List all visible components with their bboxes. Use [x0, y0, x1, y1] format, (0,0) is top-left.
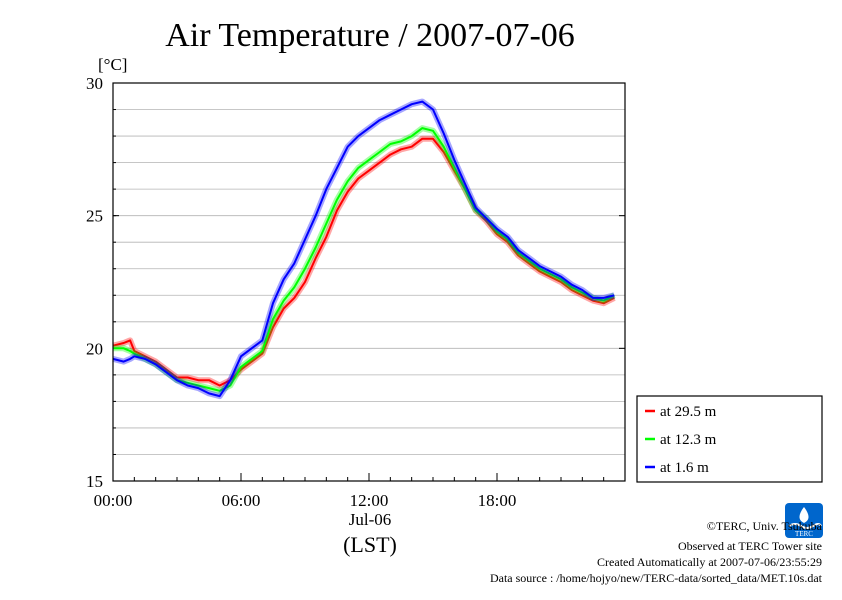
x-tick-label: 18:00 — [478, 491, 517, 510]
created-text: Created Automatically at 2007-07-06/23:5… — [597, 555, 822, 569]
series-line — [112, 98, 616, 400]
legend-label: at 1.6 m — [660, 460, 709, 476]
series-layer — [112, 98, 616, 400]
y-axis-unit-label: [°C] — [98, 55, 127, 74]
y-axis-ticks: 15 20 25 30 — [86, 74, 625, 491]
legend-label: at 29.5 m — [660, 404, 717, 420]
legend-box — [636, 395, 823, 483]
x-unit-label: (LST) — [343, 532, 397, 557]
copyright-text: ©TERC, Univ. Tsukuba — [707, 519, 823, 533]
terc-logo: TERC — [785, 503, 823, 538]
y-tick-label: 30 — [86, 74, 103, 93]
water-drop-icon — [799, 507, 809, 523]
legend: at 29.5 m at 12.3 m at 1.6 m — [636, 395, 823, 483]
y-tick-label: 25 — [86, 207, 103, 226]
x-tick-label: 06:00 — [222, 491, 261, 510]
y-tick-label: 20 — [86, 339, 103, 358]
data-source-text: Data source : /home/hojyo/new/TERC-data/… — [490, 571, 823, 585]
grid-lines — [113, 109, 625, 455]
x-tick-label: 12:00 — [350, 491, 389, 510]
chart-title: Air Temperature / 2007-07-06 — [165, 17, 575, 54]
series-line — [113, 125, 616, 394]
y-tick-label: 15 — [86, 472, 103, 491]
terc-logo-text: TERC — [795, 530, 813, 538]
observed-at-text: Observed at TERC Tower site — [678, 539, 822, 553]
wave-icon — [788, 523, 822, 529]
x-date-label: Jul-06 — [349, 510, 392, 529]
legend-label: at 12.3 m — [660, 432, 717, 448]
x-axis-ticks: 00:00 06:00 12:00 18:00 — [94, 473, 626, 510]
plot-frame — [112, 82, 626, 482]
x-tick-label: 00:00 — [94, 491, 133, 510]
series-line — [112, 135, 616, 389]
